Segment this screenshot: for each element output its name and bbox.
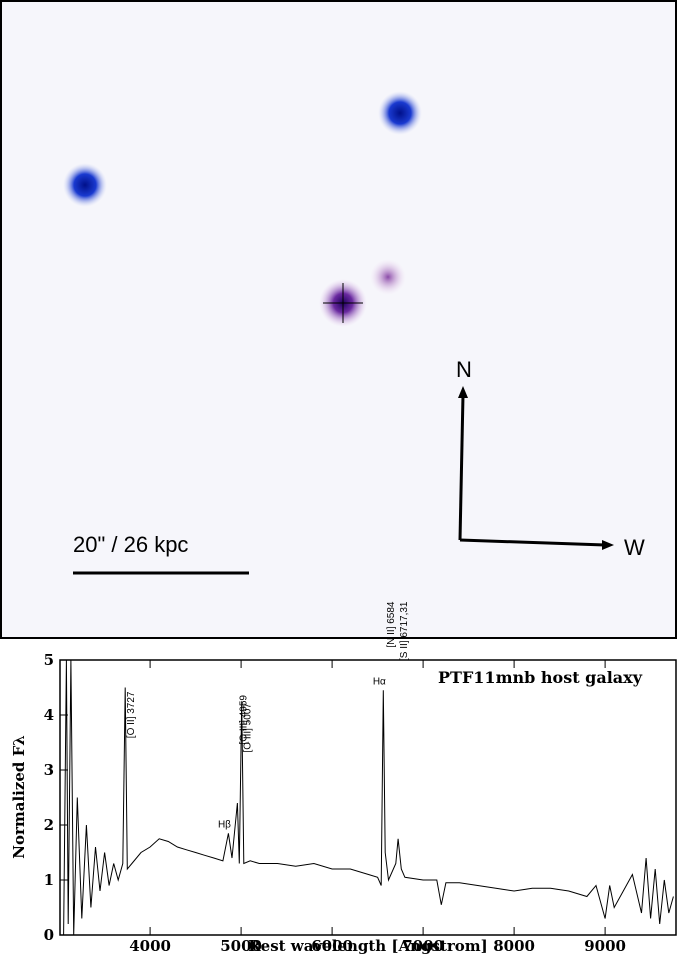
y-tick-label: 0: [44, 926, 54, 944]
x-tick-label: 7000: [402, 937, 444, 955]
x-tick-label: 5000: [220, 937, 262, 955]
y-tick-label: 2: [44, 816, 54, 834]
line-label: Hβ: [218, 819, 231, 830]
star: [378, 91, 422, 135]
north-label: N: [456, 357, 472, 382]
compass-north: [458, 394, 465, 541]
arrowhead: [458, 386, 468, 398]
line-label: Hα: [373, 676, 386, 687]
compass-west: [459, 538, 606, 547]
chart-title: PTF11mnb host galaxy: [438, 668, 643, 687]
line-label: [O III] 5007: [243, 703, 254, 753]
line-label: [S II] 6717,31: [399, 601, 410, 661]
x-tick-label: 4000: [129, 937, 171, 955]
y-tick-label: 1: [44, 871, 54, 889]
line-label: [O II] 3727: [126, 691, 137, 738]
scale-label: 20" / 26 kpc: [73, 532, 188, 557]
x-tick-label: 6000: [311, 937, 353, 955]
spectrum-plot: PTF11mnb host galaxy Rest wavelength [An…: [10, 668, 643, 955]
plot-frame: [59, 659, 677, 936]
line-label: [N II] 6584: [386, 601, 397, 648]
x-axis-label: Rest wavelength [Angstrom]: [248, 937, 488, 955]
line-label: [O III] 4959: [238, 695, 249, 745]
x-tick-label: 9000: [584, 937, 626, 955]
x-tick-label: 8000: [493, 937, 535, 955]
y-tick-label: 4: [44, 706, 54, 724]
galaxy: [370, 259, 406, 295]
star: [63, 163, 107, 207]
y-tick-label: 3: [44, 761, 54, 779]
spectrum-line: [63, 659, 674, 936]
image-panel: N W 20" / 26 kpc: [0, 0, 677, 639]
y-tick-label: 5: [44, 651, 54, 669]
west-label: W: [624, 535, 645, 560]
arrowhead: [602, 540, 614, 550]
y-axis-label: Normalized Fλ: [10, 735, 28, 859]
